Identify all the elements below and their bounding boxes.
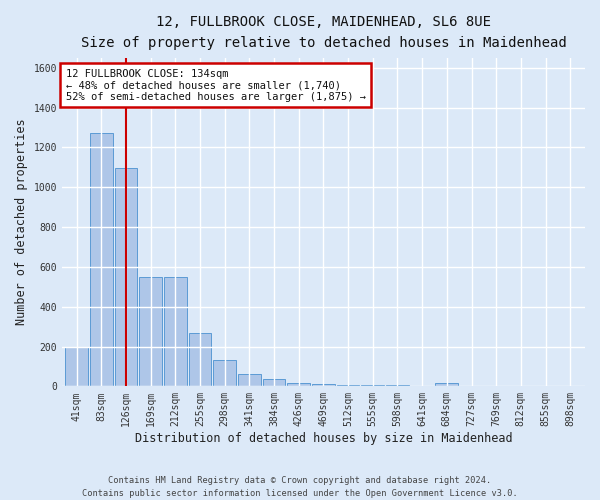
Bar: [139, 277, 162, 386]
Bar: [189, 333, 211, 386]
Bar: [312, 384, 335, 386]
Bar: [238, 374, 261, 386]
X-axis label: Distribution of detached houses by size in Maidenhead: Distribution of detached houses by size …: [134, 432, 512, 445]
Bar: [65, 348, 88, 387]
Bar: [337, 384, 359, 386]
Bar: [263, 380, 286, 386]
Title: 12, FULLBROOK CLOSE, MAIDENHEAD, SL6 8UE
Size of property relative to detached h: 12, FULLBROOK CLOSE, MAIDENHEAD, SL6 8UE…: [80, 15, 566, 50]
Bar: [90, 134, 113, 386]
Text: 12 FULLBROOK CLOSE: 134sqm
← 48% of detached houses are smaller (1,740)
52% of s: 12 FULLBROOK CLOSE: 134sqm ← 48% of deta…: [65, 68, 365, 102]
Text: Contains HM Land Registry data © Crown copyright and database right 2024.
Contai: Contains HM Land Registry data © Crown c…: [82, 476, 518, 498]
Bar: [436, 382, 458, 386]
Bar: [287, 382, 310, 386]
Bar: [214, 360, 236, 386]
Y-axis label: Number of detached properties: Number of detached properties: [15, 118, 28, 326]
Bar: [164, 277, 187, 386]
Bar: [115, 168, 137, 386]
